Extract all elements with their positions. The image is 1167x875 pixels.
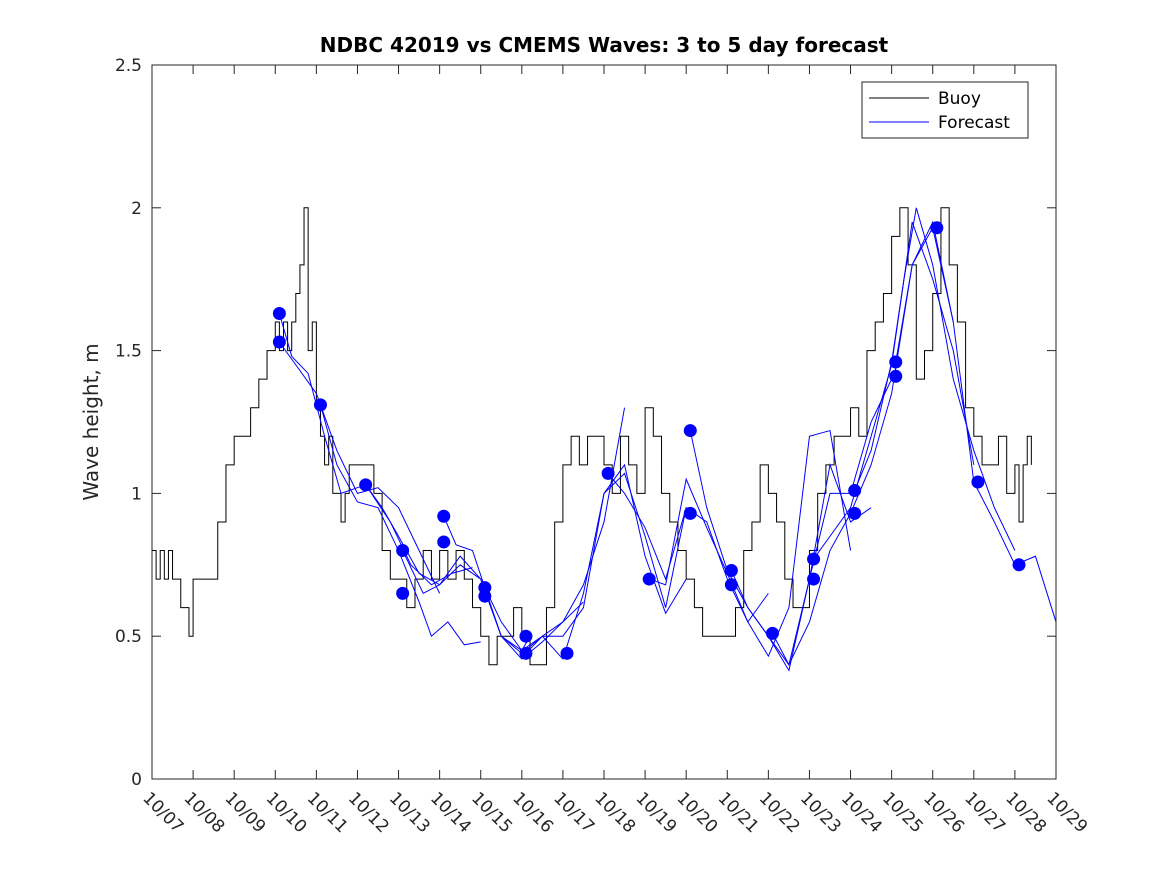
legend-box [861, 81, 1029, 139]
forecast-marker [683, 506, 697, 520]
x-tick-label: 10/22 [755, 788, 804, 837]
forecast-marker [930, 221, 944, 235]
forecast-line-1 [278, 341, 441, 594]
legend-forecast-label: Forecast [938, 113, 1010, 133]
x-tick-label: 10/29 [1042, 788, 1091, 837]
x-tick-label: 10/11 [303, 788, 352, 837]
x-tick-label: 10/19 [632, 788, 681, 837]
forecast-line-8 [525, 463, 687, 654]
forecast-marker [519, 629, 533, 643]
x-tick-label: 10/10 [262, 788, 311, 837]
forecast-marker [848, 506, 862, 520]
x-tick-label: 10/07 [138, 788, 187, 837]
y-tick-label: 2 [131, 199, 142, 219]
y-tick-label: 1 [131, 484, 142, 504]
x-tick-label: 10/25 [878, 788, 927, 837]
forecast-marker [519, 646, 533, 660]
forecast-line-15 [854, 207, 1016, 551]
x-tick-label: 10/08 [180, 788, 229, 837]
forecast-marker [765, 626, 779, 640]
forecast-marker [889, 355, 903, 369]
forecast-marker [272, 335, 286, 349]
forecast-marker [478, 589, 492, 603]
x-tick-label: 10/27 [960, 788, 1009, 837]
forecast-marker [807, 552, 821, 566]
forecast-line-10 [649, 429, 852, 658]
x-tick-label: 10/14 [426, 788, 475, 837]
chart-title: NDBC 42019 vs CMEMS Waves: 3 to 5 day fo… [320, 33, 889, 57]
forecast-marker [724, 564, 738, 578]
legend: Buoy Forecast [861, 81, 1029, 139]
y-tick-label: 1.5 [115, 342, 142, 362]
x-tick-label: 10/15 [467, 788, 516, 837]
forecast-marker [848, 484, 862, 498]
x-tick-label: 10/13 [385, 788, 434, 837]
x-tick-label: 10/23 [796, 788, 845, 837]
x-tick-label: 10/09 [221, 788, 270, 837]
forecast-marker [971, 475, 985, 489]
forecast-marker [359, 478, 373, 492]
y-tick-label: 0.5 [115, 627, 142, 647]
forecast-marker [396, 586, 410, 600]
forecast-marker [437, 535, 451, 549]
forecast-marker [1012, 558, 1026, 572]
y-axis: 0 0.5 1 1.5 2 2.5 [115, 56, 1056, 790]
forecast-marker [437, 509, 451, 523]
forecast-marker [396, 544, 410, 558]
y-tick-label: 2.5 [115, 56, 142, 76]
forecast-line-5 [402, 550, 584, 660]
x-tick-label: 10/28 [1001, 788, 1050, 837]
x-tick-label: 10/17 [549, 788, 598, 837]
x-tick-label: 10/26 [919, 788, 968, 837]
forecast-marker [724, 578, 738, 592]
x-tick-label: 10/18 [590, 788, 639, 837]
x-tick-label: 10/12 [344, 788, 393, 837]
forecast-line-3 [319, 404, 481, 646]
forecast-line-4 [365, 484, 531, 652]
forecast-marker [807, 572, 821, 586]
forecast-marker [889, 369, 903, 383]
forecast-marker [272, 306, 286, 320]
plot-area [152, 65, 1056, 779]
forecast-marker [313, 398, 327, 412]
forecast-line-9 [607, 473, 769, 623]
forecast-marker [601, 466, 615, 480]
forecast-marker [683, 424, 697, 438]
y-tick-label: 0 [131, 770, 142, 790]
x-tick-label: 10/16 [508, 788, 557, 837]
forecast-markers [272, 221, 1026, 660]
forecast-marker [642, 572, 656, 586]
x-tick-label: 10/21 [714, 788, 763, 837]
x-tick-label: 10/20 [673, 788, 722, 837]
forecast-marker [560, 646, 574, 660]
x-tick-label: 10/24 [837, 788, 886, 837]
forecast-line-7 [484, 472, 687, 661]
buoy-series [152, 207, 1032, 666]
buoy-line [152, 207, 1032, 666]
y-axis-label: Wave height, m [79, 343, 103, 500]
legend-buoy-label: Buoy [938, 89, 981, 109]
